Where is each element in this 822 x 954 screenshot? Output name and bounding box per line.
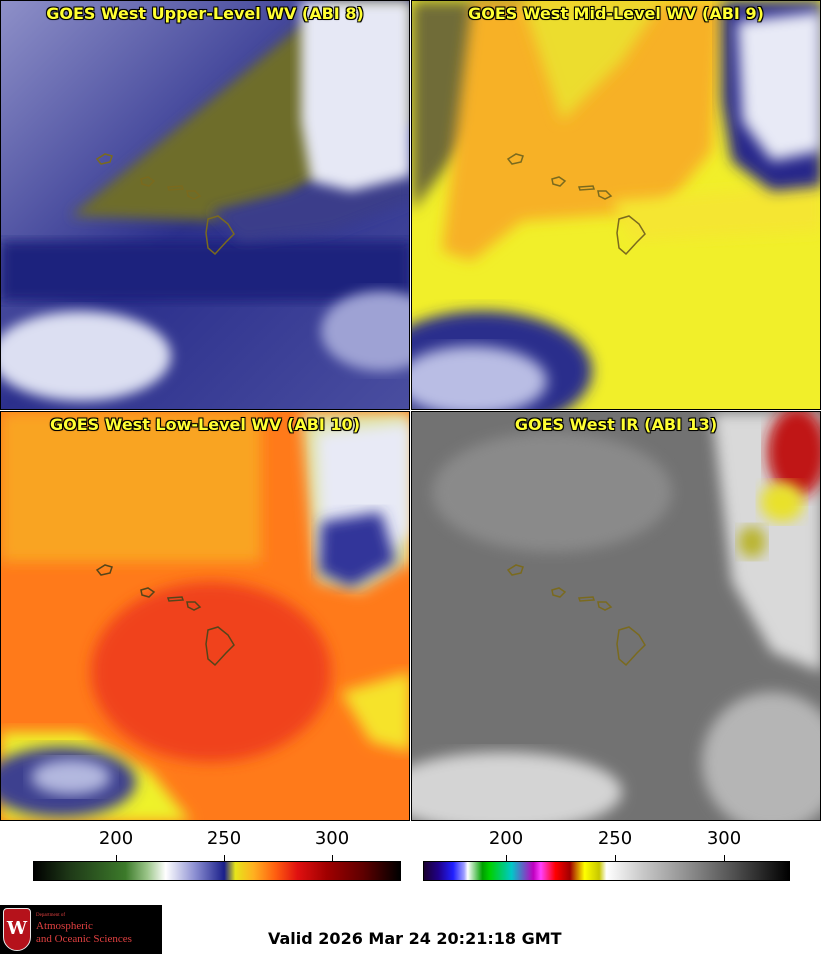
panel-title: GOES West Low-Level WV (ABI 10): [49, 415, 360, 434]
wv-tickmark: [116, 855, 117, 861]
low-wv-image: [1, 412, 409, 820]
panel-mid-level-wv: GOES West Mid-Level WV (ABI 9): [411, 0, 821, 410]
valid-time: Valid 2026 Mar 24 20:21:18 GMT: [268, 929, 562, 948]
ir-tickmark: [615, 855, 616, 861]
wv-tickmark: [332, 855, 333, 861]
logo-line2: and Oceanic Sciences: [36, 933, 132, 945]
wv-tick-200: 200: [98, 828, 134, 849]
aos-logo: W Department of Atmospheric and Oceanic …: [0, 905, 162, 954]
ir-colorbar-gradient: [423, 861, 790, 881]
wv-tick-300: 300: [314, 828, 350, 849]
panel-upper-level-wv: GOES West Upper-Level WV (ABI 8): [0, 0, 410, 410]
wv-colorbar-ticks: 200 250 300: [0, 828, 411, 852]
panel-title: GOES West IR (ABI 13): [514, 415, 718, 434]
wv-tickmark: [224, 855, 225, 861]
upper-wv-image: [1, 1, 409, 409]
wv-colorbar-gradient: [33, 861, 401, 881]
panel-title: GOES West Mid-Level WV (ABI 9): [468, 4, 764, 23]
ir-tick-250: 250: [597, 828, 633, 849]
uw-shield-icon: W: [3, 908, 31, 951]
logo-line1: Atmospheric: [36, 920, 93, 932]
ir-tickmark: [724, 855, 725, 861]
logo-dept-text: Department of: [36, 913, 66, 918]
panel-title: GOES West Upper-Level WV (ABI 8): [46, 4, 364, 23]
wv-colorbar: 200 250 300: [0, 828, 411, 888]
ir-colorbar: 200 250 300: [411, 828, 822, 888]
ir-colorbar-ticks: 200 250 300: [411, 828, 822, 852]
wv-tick-250: 250: [206, 828, 242, 849]
ir-tick-300: 300: [706, 828, 742, 849]
panel-low-level-wv: GOES West Low-Level WV (ABI 10): [0, 411, 410, 821]
ir-tickmark: [506, 855, 507, 861]
ir-image: [412, 412, 820, 820]
panel-ir: GOES West IR (ABI 13): [411, 411, 821, 821]
mid-wv-image: [412, 1, 820, 409]
ir-tick-200: 200: [488, 828, 524, 849]
